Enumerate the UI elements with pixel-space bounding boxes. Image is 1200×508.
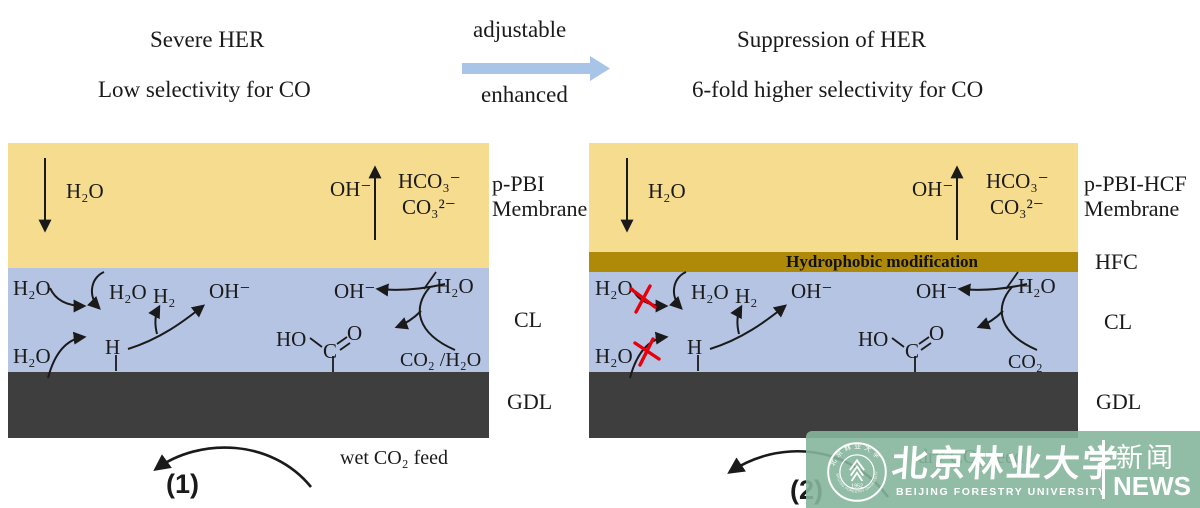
right-title-line2: 6-fold higher selectivity for CO <box>692 77 984 102</box>
right-membrane-h2o: H₂O <box>648 179 686 203</box>
left-cl-h2o-mid: H₂O <box>109 280 147 304</box>
right-membrane-co3: CO₃²⁻ <box>990 195 1044 219</box>
left-membrane-label-line1: p-PBI <box>492 171 545 196</box>
hydrophobic-modification-label: Hydrophobic modification <box>786 252 978 271</box>
left-cl-h2o-top: H₂O <box>13 276 51 300</box>
left-step-number: (1) <box>166 469 199 499</box>
left-cl-carbon: C <box>323 339 338 363</box>
left-membrane-label-line2: Membrane <box>492 196 588 221</box>
left-cl-h2o-right: H₂O <box>436 274 474 298</box>
left-membrane-h2o: H₂O <box>66 179 104 203</box>
right-cl-h2o-top: H₂O <box>595 276 633 300</box>
right-membrane-label-line1: p-PBI-HCF <box>1084 171 1187 196</box>
right-cl-adsorbed-h: H <box>687 335 703 359</box>
news-watermark: 1952 北京林业大学 BEIJING FORESTRY UNIVERSITY … <box>806 431 1200 508</box>
left-membrane-hco3: HCO₃⁻ <box>398 169 461 193</box>
left-membrane-co3: CO₃²⁻ <box>402 195 456 219</box>
right-cl-h2: H₂ <box>735 284 758 308</box>
transition-arrow-icon <box>462 56 610 81</box>
left-gdl-label: GDL <box>507 389 553 414</box>
watermark-divider <box>1102 440 1105 499</box>
right-catalyst-layer <box>589 272 1078 372</box>
right-cl-carbon: C <box>905 339 920 363</box>
left-cl-ho-group: HO <box>276 327 307 351</box>
left-cl-oh-co2rr: OH⁻ <box>334 279 376 303</box>
left-cl-oxygen: O <box>347 321 363 345</box>
left-membrane-oh: OH⁻ <box>330 177 372 201</box>
left-cl-label: CL <box>514 307 543 332</box>
right-gdl-layer <box>589 372 1078 438</box>
right-gdl-label: GDL <box>1096 389 1142 414</box>
right-title-line1: Suppression of HER <box>737 27 927 52</box>
right-cl-co2-source: CO₂ <box>1008 351 1043 373</box>
left-cl-h2o-bottom: H₂O <box>13 344 51 368</box>
right-hfc-label: HFC <box>1095 249 1138 274</box>
left-title-line1: Severe HER <box>150 27 265 52</box>
right-cl-h2o-bottom: H₂O <box>595 344 633 368</box>
transition-label-bottom: enhanced <box>481 82 568 107</box>
left-cl-h2: H₂ <box>153 284 176 308</box>
left-membrane-layer <box>8 143 489 268</box>
university-name-english: BEIJING FORESTRY UNIVERSITY <box>896 486 1107 498</box>
news-label-chinese: 新闻 <box>1116 443 1176 474</box>
right-cl-label: CL <box>1104 309 1133 334</box>
right-membrane-layer <box>589 143 1078 252</box>
left-title-line2: Low selectivity for CO <box>98 77 311 102</box>
left-gdl-layer <box>8 372 489 438</box>
seal-year: 1952 <box>851 483 863 489</box>
seal-tree-icon <box>849 458 865 482</box>
right-hfc-layer <box>589 252 1078 272</box>
left-cl-adsorbed-h: H <box>105 335 121 359</box>
news-label-english: NEWS <box>1113 471 1191 501</box>
right-membrane-hco3: HCO₃⁻ <box>986 169 1049 193</box>
left-cl-oh-her: OH⁻ <box>209 279 251 303</box>
university-seal-icon: 1952 北京林业大学 BEIJING FORESTRY UNIVERSITY <box>827 441 887 502</box>
right-cl-oh-her: OH⁻ <box>791 279 833 303</box>
right-cl-ho-group: HO <box>858 327 889 351</box>
transition-label-top: adjustable <box>473 17 567 42</box>
right-membrane-oh: OH⁻ <box>912 177 954 201</box>
left-cl-co2-source: CO₂ /H₂O <box>400 349 482 371</box>
right-cl-oxygen: O <box>929 321 945 345</box>
right-cl-oh-co2rr: OH⁻ <box>916 279 958 303</box>
left-feed-label: wet CO₂ feed <box>340 447 449 469</box>
university-name-chinese: 北京林业大学 <box>890 443 1122 485</box>
right-cl-h2o-right: H₂O <box>1018 274 1056 298</box>
right-cl-h2o-mid: H₂O <box>691 280 729 304</box>
right-membrane-label-line2: Membrane <box>1084 196 1180 221</box>
